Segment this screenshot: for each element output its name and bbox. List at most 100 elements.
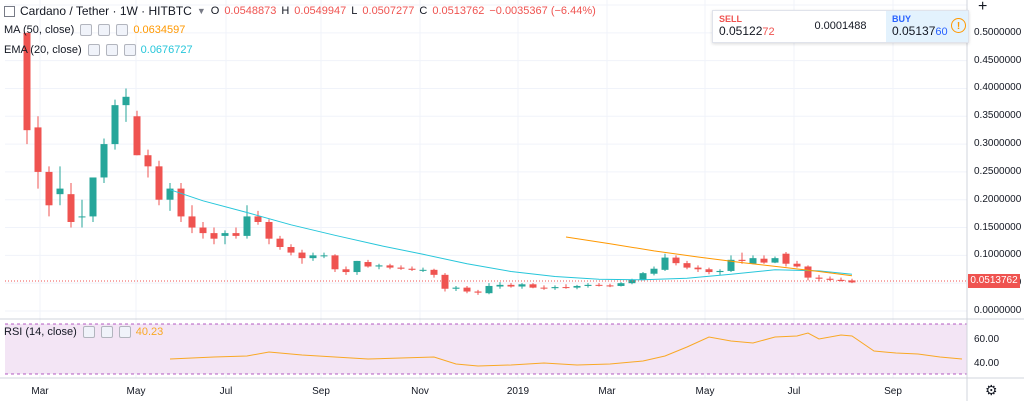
candle <box>276 235 284 250</box>
candle <box>441 273 449 292</box>
candle <box>496 282 504 289</box>
remove-icon[interactable] <box>118 326 131 338</box>
change-value: −0.0035367 (−6.44%) <box>489 5 596 17</box>
candle <box>386 263 394 270</box>
time-axis-label: Mar <box>31 386 49 397</box>
visibility-icon[interactable] <box>87 44 100 56</box>
spread-value: 0.0001488 <box>814 20 867 32</box>
candle <box>364 259 372 268</box>
close-value: 0.0513762 <box>432 5 485 17</box>
candle <box>837 277 845 282</box>
gear-icon[interactable]: ⚙ <box>985 382 998 398</box>
candle <box>782 252 790 267</box>
time-axis-label: Nov <box>411 386 429 397</box>
time-axis-label: May <box>695 386 715 397</box>
time-axis-label: Jul <box>787 386 801 397</box>
candle <box>210 227 218 245</box>
candle <box>595 283 603 287</box>
rsi-line <box>169 332 963 367</box>
ema-label[interactable]: EMA (20, close) <box>4 44 82 56</box>
sell-button[interactable]: SELL 0.0512272 <box>713 11 795 42</box>
candle <box>320 252 328 259</box>
candle <box>309 252 317 261</box>
buy-price: 0.0513760 <box>892 24 948 38</box>
candle <box>67 183 75 228</box>
candle <box>188 205 196 234</box>
rsi-axis-label: 60.00 <box>974 334 1000 345</box>
candle <box>243 205 251 239</box>
candle <box>749 255 757 265</box>
open-value: 0.0548873 <box>224 5 277 17</box>
grid <box>5 0 967 378</box>
candle <box>485 283 493 295</box>
high-label: H <box>281 5 290 17</box>
visibility-icon[interactable] <box>82 326 95 338</box>
candle <box>221 230 229 245</box>
collapse-icon[interactable] <box>4 5 15 17</box>
candle <box>826 276 834 281</box>
price-axis-label: 0.1500000 <box>974 221 1022 233</box>
candle <box>111 99 119 150</box>
candle <box>705 267 713 275</box>
ema-legend[interactable]: EMA (20, close) 0.0676727 <box>4 44 193 56</box>
rsi-axis-label: 40.00 <box>974 358 1000 369</box>
remove-icon[interactable] <box>123 44 136 56</box>
candle <box>353 260 361 275</box>
settings-icon[interactable] <box>98 24 111 36</box>
symbol-title[interactable]: Cardano / Tether · 1W · HITBTC <box>20 4 192 18</box>
rsi-legend[interactable]: RSI (14, close) 40.23 <box>4 326 163 338</box>
ema-line <box>169 189 853 281</box>
candle <box>727 255 735 273</box>
settings-icon[interactable] <box>105 44 118 56</box>
plus-icon[interactable]: + <box>978 0 988 15</box>
candle <box>45 166 53 217</box>
candle <box>672 255 680 266</box>
price-axis-label: 0.2000000 <box>974 193 1022 205</box>
candle <box>375 263 383 270</box>
candle <box>452 285 460 291</box>
ma-value: 0.0634597 <box>133 24 186 36</box>
ema-value: 0.0676727 <box>140 44 193 56</box>
remove-icon[interactable] <box>116 24 129 36</box>
candle <box>342 266 350 275</box>
candle <box>463 285 471 294</box>
candle <box>573 284 581 290</box>
ma-label[interactable]: MA (50, close) <box>4 24 75 36</box>
symbol-legend: Cardano / Tether · 1W · HITBTC ▼ O 0.0548… <box>4 4 596 18</box>
price-axis-label: 0.5000000 <box>974 26 1022 38</box>
time-axis-label: May <box>126 386 146 397</box>
candle <box>430 268 438 278</box>
candle <box>254 210 262 225</box>
price-axis-label: 0.2500000 <box>974 165 1022 177</box>
candle <box>683 260 691 270</box>
candle <box>23 32 31 145</box>
candle <box>287 244 295 256</box>
candle <box>551 285 559 290</box>
buy-button[interactable]: BUY 0.0513760 <box>886 11 968 42</box>
candle <box>56 166 64 206</box>
candle <box>122 88 130 122</box>
candle <box>738 252 746 264</box>
candle <box>144 149 152 178</box>
candle <box>650 266 658 276</box>
time-axis-label: Sep <box>884 386 902 397</box>
candle <box>518 283 526 289</box>
chevron-down-icon[interactable]: ▼ <box>196 6 206 16</box>
candle <box>199 221 207 239</box>
ma-legend[interactable]: MA (50, close) 0.0634597 <box>4 24 185 36</box>
price-axis-label: 0.4000000 <box>974 82 1022 94</box>
candle <box>34 116 42 189</box>
candle <box>331 254 339 273</box>
visibility-icon[interactable] <box>80 24 93 36</box>
candle <box>793 260 801 268</box>
candle <box>232 227 240 239</box>
rsi-label[interactable]: RSI (14, close) <box>4 326 77 338</box>
candle <box>507 283 515 288</box>
settings-icon[interactable] <box>100 326 113 338</box>
price-axis-label: 0.3500000 <box>974 110 1022 122</box>
candle <box>298 249 306 264</box>
current-price-tag: 0.0513762 <box>968 274 1020 288</box>
info-icon[interactable]: ! <box>951 18 966 33</box>
high-value: 0.0549947 <box>294 5 347 17</box>
